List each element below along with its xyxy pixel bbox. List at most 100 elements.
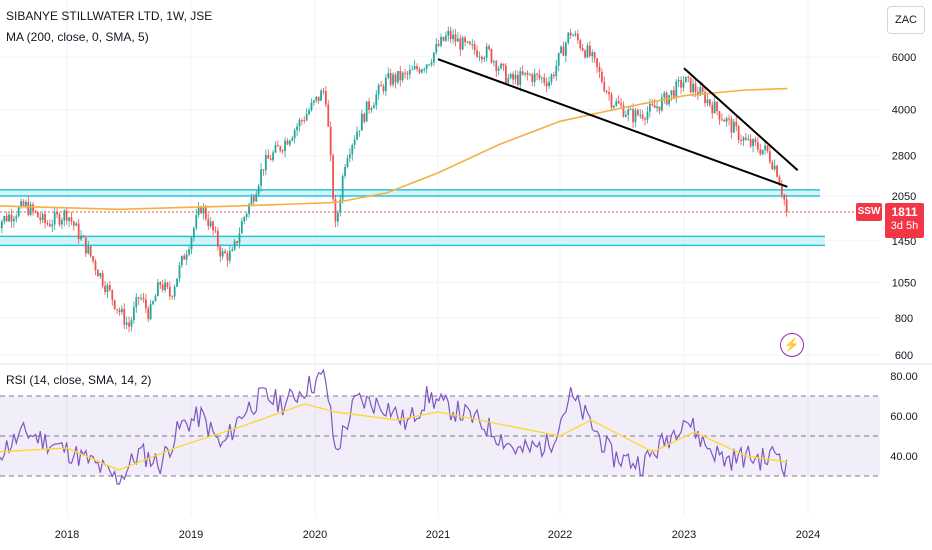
candle-body: [737, 126, 740, 140]
candle-body: [435, 43, 438, 53]
candle-body: [238, 233, 241, 244]
candle-body: [615, 101, 618, 106]
candle-body: [248, 204, 250, 214]
candle-body: [627, 109, 630, 115]
candle-body: [20, 201, 22, 208]
candle-body: [125, 322, 128, 325]
candle-body: [521, 71, 524, 75]
candle-body: [262, 169, 265, 171]
candle-body: [596, 58, 598, 67]
price-axis-label: 4000: [892, 104, 916, 116]
support-zone: [0, 189, 820, 196]
candle-body: [171, 296, 174, 298]
price-axis-label: 1450: [892, 236, 916, 248]
candle-body: [80, 235, 82, 240]
candle-body: [694, 83, 697, 93]
rsi-legend[interactable]: RSI (14, close, SMA, 14, 2): [6, 373, 152, 387]
candle-body: [317, 96, 320, 101]
candle-body: [612, 105, 615, 108]
candle-body: [723, 119, 726, 122]
candle-body: [562, 46, 565, 56]
candle-body: [137, 297, 140, 299]
candle-body: [332, 155, 334, 200]
candle-body: [5, 216, 8, 222]
candle-body: [536, 73, 538, 75]
candle-body: [776, 165, 778, 177]
currency-button[interactable]: ZAC: [887, 6, 925, 34]
candle-body: [545, 82, 548, 87]
candle-body: [720, 119, 723, 121]
candle-body: [634, 110, 637, 123]
candle-body: [747, 139, 750, 141]
time-axis-label: 2023: [672, 529, 696, 541]
candle-body: [444, 35, 447, 41]
candle-body: [250, 197, 253, 205]
candle-body: [651, 103, 654, 106]
rsi-ma-line: [0, 403, 788, 471]
candle-body: [135, 297, 138, 308]
price-axis-label: 600: [895, 350, 913, 362]
candle-body: [209, 221, 212, 227]
candle-body: [780, 185, 783, 195]
candle-body: [260, 169, 262, 186]
candle-body: [380, 85, 382, 87]
ma-legend[interactable]: MA (200, close, 0, SMA, 5): [6, 30, 149, 44]
candle-body: [87, 246, 90, 254]
candle-body: [603, 82, 606, 92]
candle-body: [588, 45, 591, 56]
candle-body: [492, 61, 495, 63]
candle-body: [418, 69, 421, 73]
candle-body: [3, 216, 6, 222]
candle-body: [500, 63, 502, 69]
candle-body: [730, 118, 733, 133]
candle-body: [96, 269, 99, 277]
candle-body: [610, 94, 613, 108]
candle-body: [759, 149, 762, 155]
candle-body: [228, 251, 231, 261]
symbol-title[interactable]: SIBANYE STILLWATER LTD, 1W, JSE: [6, 9, 213, 23]
price-axis-label: 800: [895, 313, 913, 325]
candle-body: [147, 308, 150, 320]
candle-body: [8, 214, 10, 222]
candle-body: [442, 36, 445, 41]
candle-body: [598, 66, 601, 72]
candle-body: [58, 214, 61, 225]
candle-body: [648, 103, 651, 112]
candle-body: [240, 221, 243, 234]
candle-body: [377, 85, 380, 95]
candle-body: [296, 126, 298, 131]
candle-body: [298, 120, 301, 127]
candle-body: [305, 114, 308, 121]
candle-body: [725, 118, 728, 122]
price-axis-label: 2800: [892, 151, 916, 163]
candle-body: [166, 282, 169, 287]
lightning-bolt-icon[interactable]: ⚡: [780, 333, 804, 357]
candle-body: [430, 62, 433, 65]
candle-body: [756, 142, 759, 150]
candle-body: [226, 253, 229, 261]
candle-body: [766, 145, 769, 152]
candle-body: [670, 90, 673, 96]
candle-body: [701, 87, 704, 92]
candle-body: [557, 52, 560, 66]
candle-body: [576, 33, 579, 41]
candle-body: [48, 224, 51, 227]
candle-body: [608, 92, 610, 95]
candle-body: [274, 145, 277, 153]
time-axis-label: 2020: [303, 529, 327, 541]
candle-body: [677, 79, 680, 82]
candle-body: [286, 140, 289, 145]
candle-body: [706, 99, 709, 104]
candle-body: [658, 106, 661, 111]
bar-countdown: 3d 5h: [890, 220, 919, 232]
symbol-tag: SSW: [856, 203, 882, 221]
candle-body: [471, 44, 474, 46]
candle-body: [591, 52, 594, 56]
candle-body: [684, 76, 687, 83]
candle-body: [0, 221, 3, 228]
candle-body: [699, 87, 702, 96]
candle-body: [423, 69, 426, 71]
candle-body: [132, 307, 135, 321]
candle-body: [449, 30, 452, 40]
candle-body: [214, 230, 217, 232]
